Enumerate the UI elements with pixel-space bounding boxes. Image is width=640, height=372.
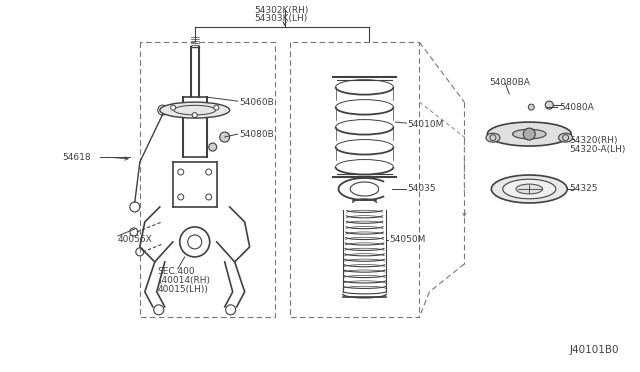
Text: 40015(LH)): 40015(LH)) [158,285,209,294]
Ellipse shape [160,102,230,118]
Ellipse shape [492,175,567,203]
Text: 54080BA: 54080BA [490,78,530,87]
Circle shape [545,101,553,109]
Ellipse shape [513,129,546,139]
Text: 54618: 54618 [62,153,90,161]
Text: 40056X: 40056X [118,235,152,244]
Text: 54080A: 54080A [559,103,594,112]
Circle shape [209,143,217,151]
Text: 54050M: 54050M [390,235,426,244]
Circle shape [214,105,219,110]
Ellipse shape [487,122,572,146]
Text: 54060B: 54060B [239,97,275,107]
Text: (40014(RH): (40014(RH) [158,276,210,285]
Circle shape [524,128,535,140]
Text: 54320(RH): 54320(RH) [569,135,618,145]
Circle shape [528,104,534,110]
Circle shape [192,113,197,118]
Ellipse shape [516,184,543,194]
Text: 54303K(LH): 54303K(LH) [255,14,308,23]
Text: J40101B0: J40101B0 [569,345,619,355]
Ellipse shape [502,179,556,199]
Circle shape [220,132,230,142]
Ellipse shape [486,133,500,142]
Text: 54010M: 54010M [408,119,444,129]
Text: 54302K(RH): 54302K(RH) [255,6,309,15]
Ellipse shape [559,133,573,142]
Text: 54320-A(LH): 54320-A(LH) [569,145,625,154]
Circle shape [171,105,175,110]
Text: SEC.400: SEC.400 [158,267,195,276]
Text: 54080B: 54080B [239,129,275,139]
Text: 54325: 54325 [569,185,598,193]
Text: 54035: 54035 [408,185,436,193]
